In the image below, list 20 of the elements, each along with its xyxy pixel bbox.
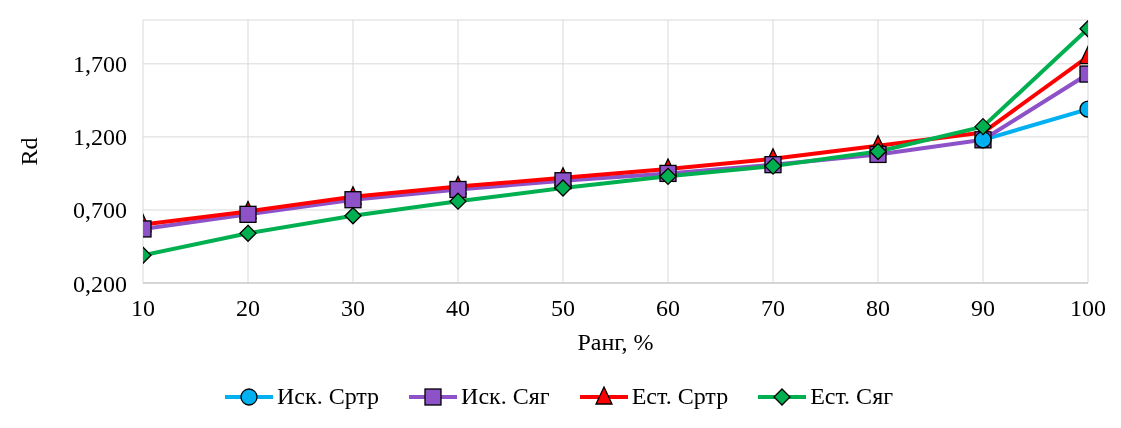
y-tick-label: 1,200 xyxy=(73,124,127,151)
y-axis-title: Rd xyxy=(15,137,42,166)
x-tick-label: 50 xyxy=(551,295,575,322)
x-tick-label: 20 xyxy=(236,295,260,322)
x-tick-label: 10 xyxy=(131,295,155,322)
y-tick-label: 1,700 xyxy=(73,51,127,78)
y-tick-label: 0,700 xyxy=(73,197,127,224)
x-tick-label: 80 xyxy=(866,295,890,322)
x-tick-label: 100 xyxy=(1070,295,1106,322)
x-tick-label: 70 xyxy=(761,295,785,322)
x-tick-label: 90 xyxy=(971,295,995,322)
legend-label: Ест. Сяг xyxy=(809,383,894,410)
y-tick-label: 0,200 xyxy=(73,270,127,297)
legend-label: Иск. Сяг xyxy=(460,383,550,410)
legend-label: Иск. Сртр xyxy=(276,383,380,410)
x-tick-label: 60 xyxy=(656,295,680,322)
x-tick-label: 30 xyxy=(341,295,365,322)
x-axis-title: Ранг, % xyxy=(577,329,654,356)
legend-label: Ест. Сртр xyxy=(630,383,729,410)
x-tick-label: 40 xyxy=(446,295,470,322)
